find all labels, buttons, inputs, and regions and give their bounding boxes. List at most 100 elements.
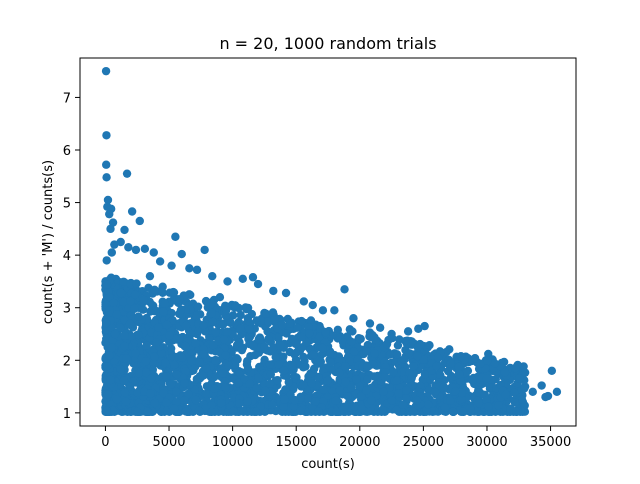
data-point: [412, 396, 422, 405]
data-point: [293, 323, 302, 332]
data-point: [363, 375, 372, 384]
data-point: [245, 379, 255, 388]
data-point: [420, 370, 430, 379]
data-point: [202, 382, 212, 391]
data-point: [318, 344, 327, 353]
data-point: [517, 395, 527, 404]
x-tick-label: 15000: [276, 435, 317, 450]
data-point: [229, 406, 238, 416]
data-point: [335, 368, 344, 378]
data-point: [210, 384, 219, 394]
data-point: [162, 372, 171, 381]
data-point: [274, 333, 283, 342]
data-point: [195, 358, 204, 367]
y-tick-label: 1: [63, 407, 71, 422]
data-point: [439, 382, 449, 392]
data-point: [243, 364, 253, 373]
data-point: [370, 372, 379, 381]
data-point: [116, 237, 125, 247]
data-point: [208, 271, 217, 281]
data-point: [454, 362, 463, 372]
data-point: [172, 387, 181, 396]
data-point: [121, 397, 131, 406]
data-point: [181, 407, 191, 416]
data-point: [245, 325, 254, 334]
data-point: [106, 375, 116, 385]
data-point: [511, 407, 521, 417]
data-point: [191, 395, 201, 405]
data-point: [328, 331, 337, 340]
data-point: [146, 389, 155, 398]
data-point: [470, 354, 480, 363]
data-point: [160, 299, 170, 309]
data-point: [247, 309, 257, 319]
data-point: [133, 407, 142, 417]
data-point: [308, 350, 318, 359]
data-point: [103, 362, 112, 371]
data-point: [309, 364, 319, 373]
data-point: [116, 288, 126, 298]
data-point: [401, 394, 411, 403]
data-point: [125, 319, 135, 328]
data-point: [239, 407, 248, 417]
data-point: [511, 363, 520, 373]
data-point: [131, 245, 141, 255]
data-point: [186, 347, 196, 356]
data-point: [169, 288, 179, 297]
data-point: [282, 329, 291, 338]
data-point: [547, 366, 557, 375]
data-point: [468, 376, 477, 385]
data-point: [255, 362, 264, 372]
data-point: [341, 377, 350, 387]
data-point: [446, 359, 455, 368]
data-point: [180, 341, 190, 351]
data-point: [185, 264, 194, 273]
data-point: [119, 277, 128, 286]
data-point: [356, 392, 366, 401]
data-point: [345, 325, 355, 334]
data-point: [112, 395, 122, 404]
data-point: [408, 407, 418, 416]
data-point: [124, 243, 133, 252]
data-point: [261, 309, 271, 318]
data-point: [106, 224, 115, 234]
data-point: [432, 361, 441, 371]
data-point: [171, 232, 180, 241]
data-point: [440, 403, 450, 412]
data-point: [243, 397, 252, 406]
data-point: [158, 282, 167, 291]
data-point: [414, 324, 423, 333]
data-point: [385, 383, 394, 392]
data-point: [252, 383, 261, 393]
data-point: [158, 288, 167, 297]
data-point: [461, 367, 471, 377]
data-point: [528, 387, 537, 397]
data-point: [199, 350, 208, 359]
data-point: [184, 389, 193, 399]
data-point: [326, 349, 335, 358]
data-point: [305, 329, 314, 338]
data-point: [122, 354, 131, 363]
data-point: [231, 301, 240, 310]
data-point: [146, 307, 155, 316]
data-point: [279, 366, 289, 375]
data-point: [242, 357, 252, 366]
data-point: [370, 349, 379, 358]
data-point: [169, 404, 179, 413]
data-point: [208, 317, 218, 327]
data-point: [140, 244, 150, 254]
data-point: [207, 407, 216, 417]
data-point: [202, 364, 211, 373]
data-point: [386, 350, 395, 359]
data-point: [143, 407, 152, 417]
data-point: [161, 358, 170, 368]
data-point: [236, 310, 245, 320]
data-point: [223, 277, 232, 286]
data-point: [103, 390, 113, 399]
data-point: [130, 290, 140, 299]
data-point: [107, 248, 116, 257]
data-point: [289, 402, 299, 411]
data-point: [331, 396, 341, 406]
data-point: [176, 306, 185, 315]
